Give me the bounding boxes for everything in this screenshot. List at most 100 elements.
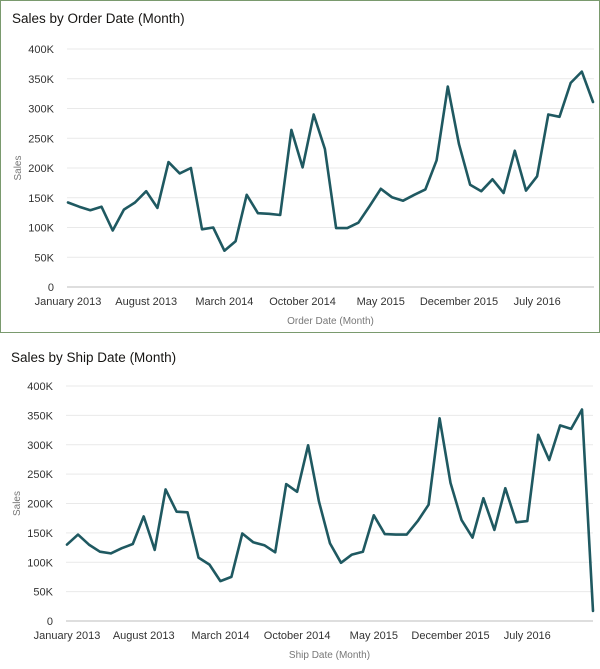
data-point[interactable] <box>327 540 333 546</box>
sales-series-line[interactable] <box>66 70 595 252</box>
data-point[interactable] <box>132 200 138 206</box>
data-point[interactable] <box>445 83 451 89</box>
data-point[interactable] <box>534 173 540 179</box>
data-point[interactable] <box>255 210 261 216</box>
data-point[interactable] <box>217 578 223 584</box>
data-point[interactable] <box>272 549 278 555</box>
data-point[interactable] <box>75 532 81 538</box>
data-point[interactable] <box>568 426 574 432</box>
data-point[interactable] <box>233 238 239 244</box>
data-point[interactable] <box>378 186 384 192</box>
data-point[interactable] <box>557 422 563 428</box>
data-point[interactable] <box>97 549 103 555</box>
data-point[interactable] <box>283 481 289 487</box>
data-point[interactable] <box>568 80 574 86</box>
sales-series-line[interactable] <box>65 408 595 613</box>
data-point[interactable] <box>355 220 361 226</box>
data-point[interactable] <box>590 99 596 105</box>
data-point[interactable] <box>513 519 519 525</box>
data-point[interactable] <box>501 190 507 196</box>
data-point[interactable] <box>512 148 518 154</box>
data-point[interactable] <box>333 225 339 231</box>
data-point[interactable] <box>437 415 443 421</box>
data-point[interactable] <box>389 194 395 200</box>
data-point[interactable] <box>448 480 454 486</box>
data-point[interactable] <box>467 182 473 188</box>
data-point[interactable] <box>316 499 322 505</box>
data-point[interactable] <box>545 111 551 117</box>
data-point[interactable] <box>367 203 373 209</box>
data-point[interactable] <box>239 530 245 536</box>
data-point[interactable] <box>322 146 328 152</box>
data-point[interactable] <box>206 562 212 568</box>
data-point[interactable] <box>546 457 552 463</box>
data-point[interactable] <box>64 542 70 548</box>
data-point[interactable] <box>371 512 377 518</box>
data-point[interactable] <box>480 495 486 501</box>
data-point[interactable] <box>411 192 417 198</box>
data-point[interactable] <box>185 509 191 515</box>
data-point[interactable] <box>400 198 406 204</box>
data-point[interactable] <box>121 207 127 213</box>
data-point[interactable] <box>422 186 428 192</box>
data-point[interactable] <box>382 531 388 537</box>
data-point[interactable] <box>199 226 205 232</box>
data-point[interactable] <box>469 535 475 541</box>
data-point[interactable] <box>349 552 355 558</box>
data-point[interactable] <box>393 532 399 538</box>
data-point[interactable] <box>228 574 234 580</box>
data-point[interactable] <box>434 157 440 163</box>
data-point[interactable] <box>110 227 116 233</box>
data-point[interactable] <box>305 442 311 448</box>
data-point[interactable] <box>579 69 585 75</box>
data-point[interactable] <box>119 545 125 551</box>
data-point[interactable] <box>250 539 256 545</box>
data-point[interactable] <box>360 549 366 555</box>
data-point[interactable] <box>579 407 585 413</box>
data-point[interactable] <box>524 518 530 524</box>
data-point[interactable] <box>99 204 105 210</box>
data-point[interactable] <box>523 188 529 194</box>
data-point[interactable] <box>166 159 172 165</box>
y-tick-label: 250K <box>27 469 53 481</box>
data-point[interactable] <box>415 518 421 524</box>
data-point[interactable] <box>188 165 194 171</box>
data-point[interactable] <box>141 513 147 519</box>
data-point[interactable] <box>154 205 160 211</box>
data-point[interactable] <box>426 502 432 508</box>
data-point[interactable] <box>86 542 92 548</box>
data-point[interactable] <box>535 432 541 438</box>
data-point[interactable] <box>163 486 169 492</box>
data-point[interactable] <box>143 188 149 194</box>
data-point[interactable] <box>76 204 82 210</box>
data-point[interactable] <box>489 176 495 182</box>
data-point[interactable] <box>300 164 306 170</box>
data-point[interactable] <box>174 509 180 515</box>
data-point[interactable] <box>277 212 283 218</box>
data-point[interactable] <box>210 225 216 231</box>
data-point[interactable] <box>130 541 136 547</box>
data-point[interactable] <box>344 225 350 231</box>
data-point[interactable] <box>244 192 250 198</box>
data-point[interactable] <box>65 200 71 206</box>
data-point[interactable] <box>590 608 596 614</box>
data-point[interactable] <box>478 188 484 194</box>
data-point[interactable] <box>459 517 465 523</box>
data-point[interactable] <box>338 560 344 566</box>
data-point[interactable] <box>108 550 114 556</box>
data-point[interactable] <box>261 542 267 548</box>
data-point[interactable] <box>294 489 300 495</box>
data-point[interactable] <box>491 527 497 533</box>
data-point[interactable] <box>456 141 462 147</box>
data-point[interactable] <box>196 555 202 561</box>
data-point[interactable] <box>556 114 562 120</box>
data-point[interactable] <box>266 211 272 217</box>
data-point[interactable] <box>404 532 410 538</box>
data-point[interactable] <box>152 547 158 553</box>
data-point[interactable] <box>502 485 508 491</box>
data-point[interactable] <box>87 207 93 213</box>
data-point[interactable] <box>177 170 183 176</box>
data-point[interactable] <box>311 111 317 117</box>
data-point[interactable] <box>288 127 294 133</box>
data-point[interactable] <box>221 248 227 254</box>
